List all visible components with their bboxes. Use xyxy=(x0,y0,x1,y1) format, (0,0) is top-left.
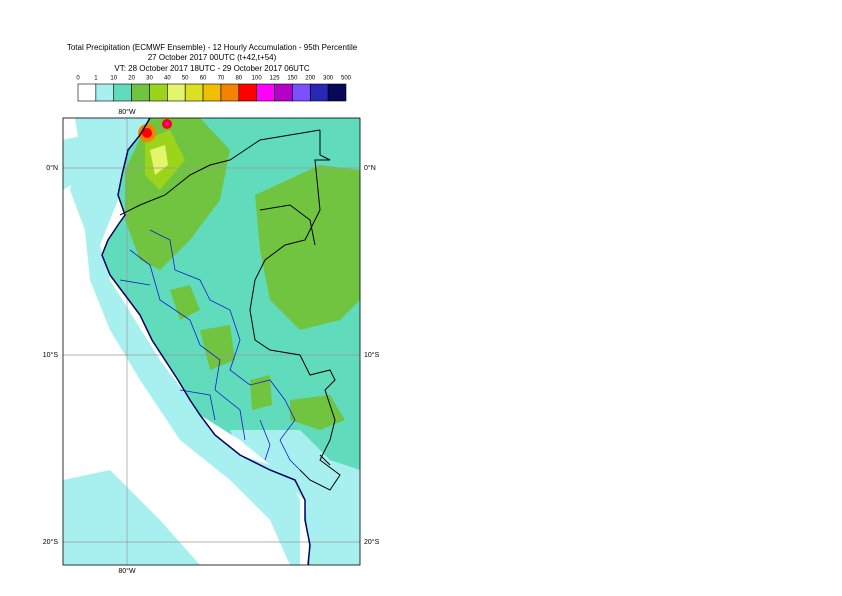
legend-swatch xyxy=(202,83,222,102)
legend-swatch xyxy=(274,83,293,102)
legend-label: 70 xyxy=(218,76,225,82)
legend-swatch xyxy=(292,83,311,102)
legend-swatch xyxy=(149,83,168,102)
lat-label: 10°S xyxy=(364,351,380,359)
legend: 0 1 10 20 30 40 50 60 70 80 100 125 150 200 300 500 xyxy=(76,76,352,102)
lon-label: 80°W xyxy=(118,567,136,575)
base-time: 27 October 2017 00UTC (t+42,t+54) xyxy=(148,53,277,62)
map xyxy=(63,118,360,565)
legend-label: 0 xyxy=(76,76,80,82)
legend-swatch xyxy=(220,83,240,102)
legend-label: 40 xyxy=(164,76,171,82)
legend-label: 60 xyxy=(200,76,207,82)
legend-label: 1 xyxy=(94,76,98,82)
legend-swatch xyxy=(167,83,186,102)
legend-label: 100 xyxy=(252,76,263,82)
map-frame xyxy=(62,117,361,566)
legend-label: 300 xyxy=(323,76,334,82)
legend-label: 20 xyxy=(128,76,135,82)
legend-label: 150 xyxy=(287,76,298,82)
legend-swatch xyxy=(309,83,329,102)
valid-time: VT: 28 October 2017 18UTC - 29 October 2… xyxy=(114,64,309,73)
lat-label: 20°S xyxy=(364,538,380,546)
legend-label: 50 xyxy=(182,76,189,82)
legend-swatch xyxy=(327,83,347,102)
legend-swatch xyxy=(77,83,97,102)
legend-swatch xyxy=(238,83,257,102)
legend-label: 30 xyxy=(146,76,153,82)
legend-swatch xyxy=(256,83,275,102)
legend-label: 10 xyxy=(110,76,117,82)
lat-label: 10°S xyxy=(43,351,59,359)
legend-label: 125 xyxy=(270,76,281,82)
legend-swatch xyxy=(113,83,132,102)
legend-label: 80 xyxy=(235,76,242,82)
legend-swatch xyxy=(184,83,204,102)
lat-label: 20°S xyxy=(43,538,59,546)
legend-label: 200 xyxy=(305,76,316,82)
legend-swatch xyxy=(95,83,115,102)
lat-label: 0°N xyxy=(46,164,58,172)
title: Total Precipitation (ECMWF Ensemble) - 1… xyxy=(67,43,358,52)
legend-label: 500 xyxy=(341,76,352,82)
lat-label: 0°N xyxy=(364,164,376,172)
legend-swatch xyxy=(131,83,150,102)
lon-label: 80°W xyxy=(118,108,136,116)
